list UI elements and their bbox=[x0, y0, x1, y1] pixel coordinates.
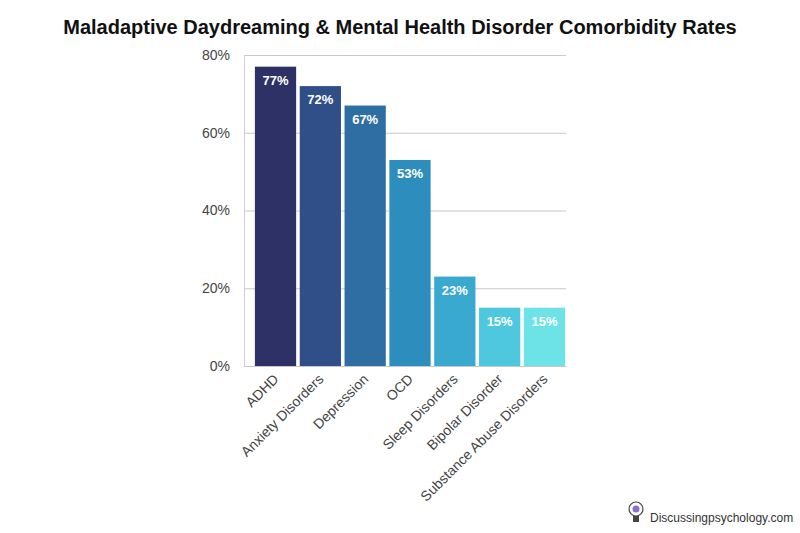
x-tick: Anxiety Disorders bbox=[238, 366, 327, 460]
x-tick-label: Sleep Disorders bbox=[379, 371, 461, 453]
x-tick-label: Bipolar Disorder bbox=[423, 371, 506, 454]
bar bbox=[255, 67, 296, 366]
logo-icon bbox=[629, 502, 643, 522]
bars bbox=[255, 67, 565, 366]
data-labels: 77% 72% 67% 53% 23% 15% 15% bbox=[263, 73, 558, 329]
bar bbox=[524, 308, 565, 366]
x-tick-label: Anxiety Disorders bbox=[238, 371, 327, 460]
x-tick: ADHD bbox=[242, 366, 281, 410]
x-tick: OCD bbox=[383, 366, 416, 404]
x-axis: ADHDAnxiety DisordersDepression OCDSleep … bbox=[238, 366, 567, 504]
data-label: 77% bbox=[263, 73, 289, 88]
title: Maladaptive Daydreaming & Mental Health … bbox=[63, 16, 737, 38]
data-label: 72% bbox=[307, 92, 333, 107]
x-tick-label: Depression bbox=[310, 371, 371, 432]
bar bbox=[389, 160, 430, 366]
data-label: 23% bbox=[442, 283, 468, 298]
y-tick-label: 60% bbox=[202, 125, 230, 141]
x-tick-label: Substance Abuse Disorders bbox=[417, 371, 550, 504]
data-label: 67% bbox=[352, 112, 378, 127]
data-label: 15% bbox=[487, 314, 513, 329]
bar bbox=[300, 86, 341, 366]
y-axis: 0% 20% 40% 60% 80% bbox=[202, 47, 566, 374]
data-label: 15% bbox=[531, 314, 557, 329]
x-axis-line bbox=[255, 366, 567, 367]
grid-line bbox=[244, 366, 566, 367]
logo-brain bbox=[633, 506, 640, 513]
x-tick: Substance Abuse Disorders bbox=[417, 366, 550, 504]
y-tick-label: 80% bbox=[202, 47, 230, 63]
source-note: Discussingpsychology.com bbox=[650, 511, 793, 525]
x-tick: Depression bbox=[310, 366, 371, 432]
x-tick-label: OCD bbox=[383, 371, 416, 404]
y-tick-label: 40% bbox=[202, 202, 230, 218]
bar bbox=[434, 277, 475, 366]
chart: Maladaptive Daydreaming & Mental Health … bbox=[0, 0, 800, 533]
bar bbox=[479, 308, 520, 366]
bar bbox=[345, 106, 386, 366]
y-tick-label: 0% bbox=[210, 358, 230, 374]
x-tick: Bipolar Disorder bbox=[423, 366, 506, 453]
y-tick-label: 20% bbox=[202, 280, 230, 296]
data-label: 53% bbox=[397, 166, 423, 181]
x-tick: Sleep Disorders bbox=[379, 366, 461, 453]
x-tick-label: ADHD bbox=[242, 371, 281, 410]
grid-line bbox=[244, 55, 566, 56]
logo-bulb bbox=[629, 502, 643, 516]
y-tick: 80% bbox=[202, 47, 566, 63]
logo-base bbox=[633, 516, 639, 522]
